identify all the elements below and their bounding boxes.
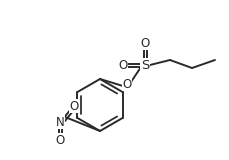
Text: O: O	[118, 59, 128, 72]
Text: O: O	[140, 36, 150, 49]
Text: O: O	[69, 100, 79, 112]
Text: O: O	[122, 77, 132, 91]
Text: S: S	[141, 59, 149, 72]
Text: O: O	[55, 133, 65, 147]
Text: N: N	[56, 116, 64, 128]
